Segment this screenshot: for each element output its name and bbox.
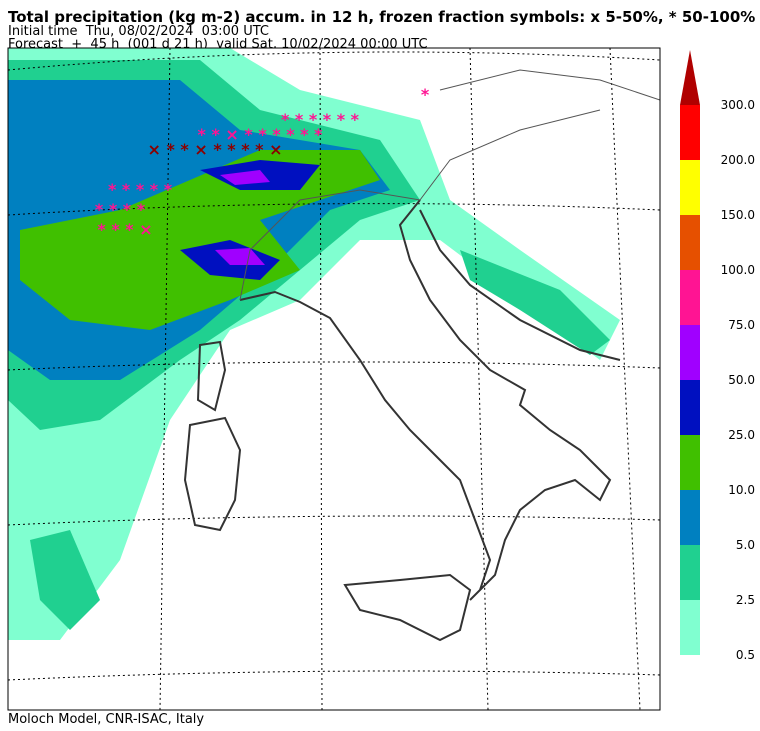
colorbar-label: 10.0 — [728, 483, 755, 497]
colorbar-label: 300.0 — [721, 98, 755, 112]
colorbar-box — [680, 600, 700, 655]
svg-text:* * * ×: * * * × — [97, 220, 152, 239]
svg-text:* * * *: * * * * — [95, 200, 146, 219]
colorbar-box — [680, 490, 700, 545]
svg-text:× * * × * * * * ×: × * * × * * * * × — [148, 140, 283, 159]
colorbar-label: 150.0 — [721, 208, 755, 222]
svg-text:*: * — [421, 85, 430, 104]
colorbar-box — [680, 435, 700, 490]
colorbar-label: 75.0 — [728, 318, 755, 332]
colorbar-label: 2.5 — [736, 593, 755, 607]
title: Total precipitation (kg m-2) accum. in 1… — [8, 8, 755, 26]
colorbar-box — [680, 545, 700, 600]
footer: Moloch Model, CNR-ISAC, Italy — [8, 712, 204, 727]
colorbar-label: 200.0 — [721, 153, 755, 167]
colorbar-label: 5.0 — [736, 538, 755, 552]
colorbar-box — [680, 160, 700, 215]
colorbar-box — [680, 215, 700, 270]
colorbar-box — [680, 105, 700, 160]
colorbar: 300.0 200.0 150.0 100.0 75.0 50.0 25.0 10.0 5.0 2… — [680, 50, 755, 662]
initial-time: Initial time Thu, 08/02/2024 03:00 UTC — [8, 24, 269, 39]
colorbar-box — [680, 325, 700, 380]
colorbar-box — [680, 270, 700, 325]
colorbar-label: 100.0 — [721, 263, 755, 277]
colorbar-label: 50.0 — [728, 373, 755, 387]
colorbar-label: 25.0 — [728, 428, 755, 442]
colorbar-arrow — [680, 50, 700, 105]
colorbar-box — [680, 380, 700, 435]
svg-text:* * * * * *: * * * * * * — [281, 110, 360, 129]
colorbar-label: 0.5 — [736, 648, 755, 662]
svg-text:* * * * *: * * * * * — [108, 180, 173, 199]
svg-text:* * × * * * * * *: * * × * * * * * * — [198, 125, 324, 144]
map: * * * * * * * * * * * * × * * × * * * * … — [8, 48, 660, 710]
